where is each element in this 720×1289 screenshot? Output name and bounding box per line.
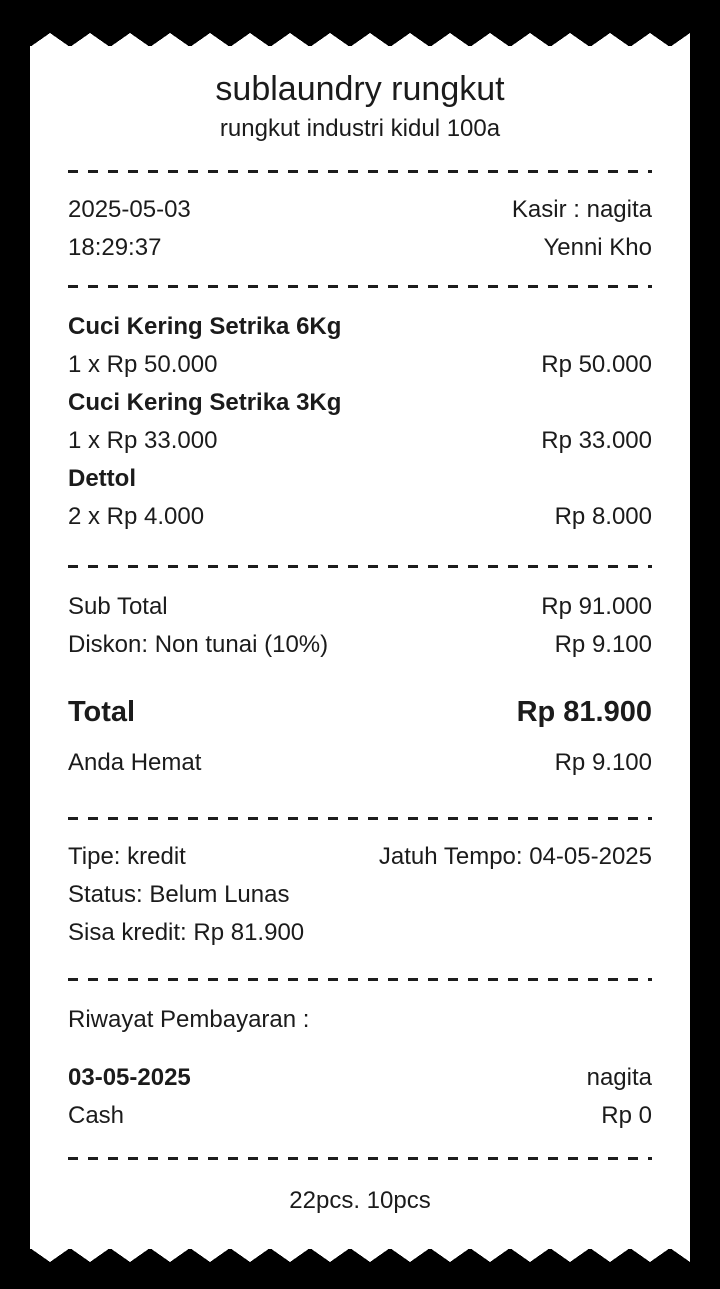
- receipt-header: sublaundry rungkut rungkut industri kidu…: [68, 46, 652, 170]
- payment-method: Cash: [68, 1102, 125, 1129]
- item-name: Cuci Kering Setrika 6Kg: [68, 313, 342, 340]
- separator: [68, 170, 652, 173]
- credit-section: Tipe: kredit Jatuh Tempo: 04-05-2025 Sta…: [68, 820, 652, 978]
- payment-date-row: 03-05-2025 nagita: [68, 1059, 652, 1097]
- items-section: Cuci Kering Setrika 6Kg 1 x Rp 50.000 Rp…: [68, 288, 652, 565]
- pieces-summary: 22pcs. 10pcs: [289, 1187, 431, 1214]
- item-amount: Rp 50.000: [541, 351, 652, 378]
- payment-amount: Rp 0: [601, 1102, 652, 1129]
- info-row: 2025-05-03 Kasir : nagita: [68, 191, 652, 229]
- transaction-info-section: 2025-05-03 Kasir : nagita 18:29:37 Yenni…: [68, 173, 652, 285]
- separator: [68, 817, 652, 820]
- payment-history-heading: Riwayat Pembayaran :: [68, 1006, 310, 1033]
- store-address: rungkut industri kidul 100a: [219, 115, 501, 142]
- receipt-torn-edge-bottom: [30, 1249, 690, 1262]
- payment-history-section: Riwayat Pembayaran : 03-05-2025 nagita C…: [68, 981, 652, 1157]
- item: Cuci Kering Setrika 3Kg 1 x Rp 33.000 Rp…: [68, 384, 652, 460]
- receipt: sublaundry rungkut rungkut industri kidu…: [30, 33, 690, 1262]
- info-row: 18:29:37 Yenni Kho: [68, 229, 652, 267]
- separator: [68, 978, 652, 981]
- item-name: Dettol: [68, 465, 136, 492]
- store-name: sublaundry rungkut: [215, 70, 505, 108]
- payment-method-row: Cash Rp 0: [68, 1097, 652, 1135]
- item-qty-price: 1 x Rp 33.000: [68, 427, 218, 454]
- credit-due-date: Jatuh Tempo: 04-05-2025: [378, 843, 652, 870]
- credit-type: Tipe: kredit: [68, 843, 186, 870]
- total-value: Rp 81.900: [516, 696, 652, 728]
- item-price-row: 1 x Rp 33.000 Rp 33.000: [68, 422, 652, 460]
- subtotal-row: Sub Total Rp 91.000: [68, 588, 652, 626]
- separator: [68, 1157, 652, 1160]
- credit-status: Status: Belum Lunas: [68, 881, 290, 908]
- discount-label: Diskon: Non tunai (10%): [68, 631, 329, 658]
- item-amount: Rp 8.000: [554, 503, 652, 530]
- credit-remaining: Sisa kredit: Rp 81.900: [68, 919, 305, 946]
- payment-by: nagita: [586, 1064, 652, 1091]
- receipt-footer: 22pcs. 10pcs: [68, 1160, 652, 1220]
- total-label: Total: [68, 696, 136, 728]
- item: Cuci Kering Setrika 6Kg 1 x Rp 50.000 Rp…: [68, 308, 652, 384]
- separator: [68, 565, 652, 568]
- receipt-body: sublaundry rungkut rungkut industri kidu…: [30, 46, 690, 1249]
- discount-value: Rp 9.100: [554, 631, 652, 658]
- cashier-label: Kasir : nagita: [511, 196, 652, 223]
- item-qty-price: 1 x Rp 50.000: [68, 351, 218, 378]
- transaction-time: 18:29:37: [68, 234, 162, 261]
- discount-row: Diskon: Non tunai (10%) Rp 9.100: [68, 626, 652, 664]
- subtotal-label: Sub Total: [68, 593, 168, 620]
- receipt-torn-edge-top: [30, 33, 690, 46]
- item: Dettol 2 x Rp 4.000 Rp 8.000: [68, 460, 652, 536]
- savings-value: Rp 9.100: [554, 749, 652, 776]
- total-row: Total Rp 81.900: [68, 690, 652, 734]
- totals-section: Sub Total Rp 91.000 Diskon: Non tunai (1…: [68, 568, 652, 817]
- item-amount: Rp 33.000: [541, 427, 652, 454]
- payment-entry: 03-05-2025 nagita Cash Rp 0: [68, 1059, 652, 1135]
- customer-name: Yenni Kho: [543, 234, 652, 261]
- item-qty-price: 2 x Rp 4.000: [68, 503, 205, 530]
- item-name: Cuci Kering Setrika 3Kg: [68, 389, 342, 416]
- payment-date: 03-05-2025: [68, 1064, 191, 1091]
- transaction-date: 2025-05-03: [68, 196, 191, 223]
- savings-label: Anda Hemat: [68, 749, 202, 776]
- savings-row: Anda Hemat Rp 9.100: [68, 744, 652, 782]
- item-price-row: 1 x Rp 50.000 Rp 50.000: [68, 346, 652, 384]
- credit-type-row: Tipe: kredit Jatuh Tempo: 04-05-2025: [68, 838, 652, 876]
- subtotal-value: Rp 91.000: [541, 593, 652, 620]
- item-price-row: 2 x Rp 4.000 Rp 8.000: [68, 498, 652, 536]
- separator: [68, 285, 652, 288]
